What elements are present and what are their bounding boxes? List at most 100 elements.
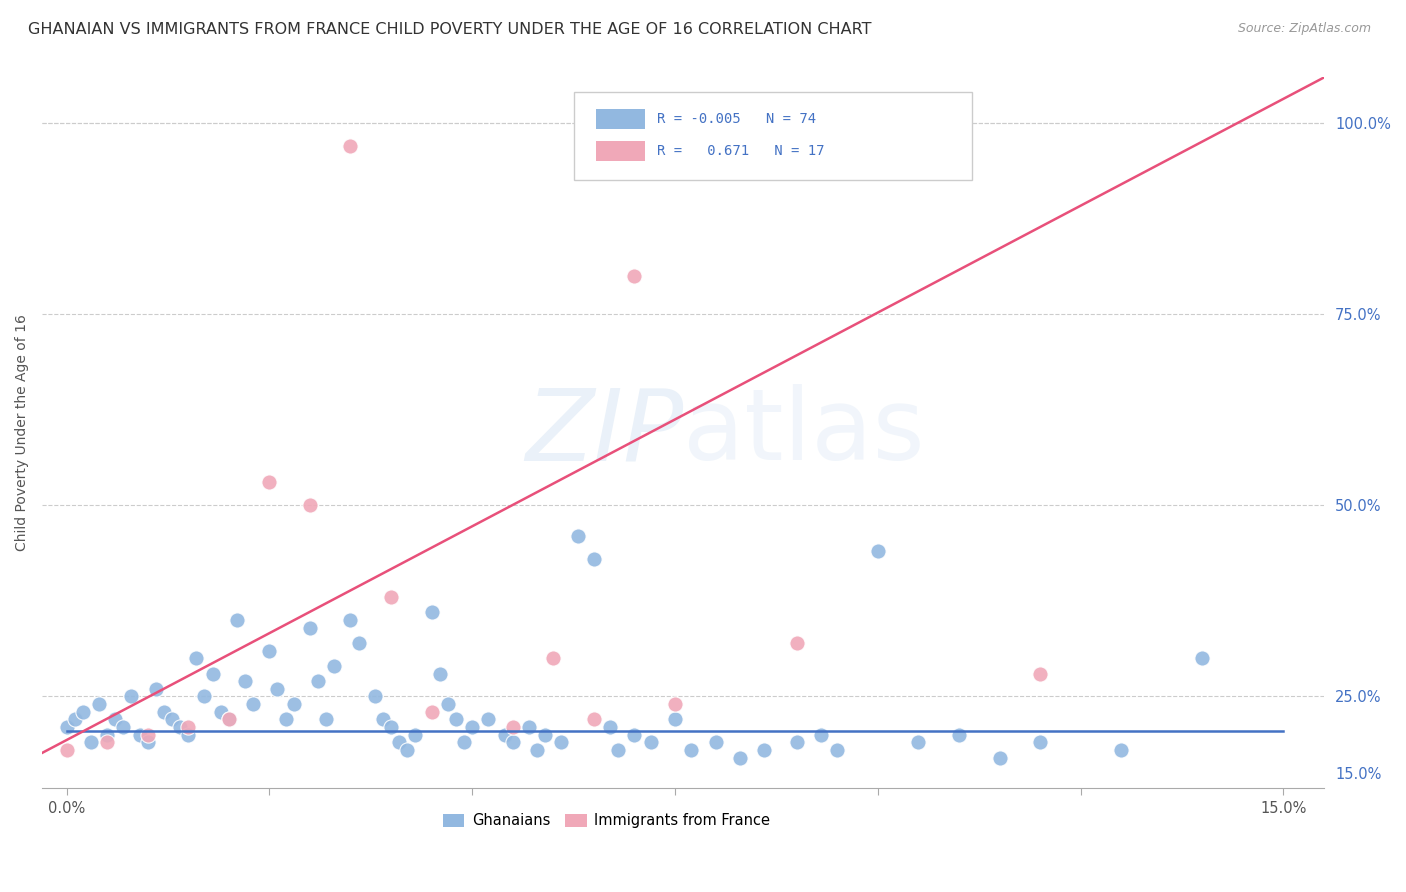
- Point: [96, 728, 118, 742]
- Point: [96, 735, 118, 749]
- Point: [128, 728, 150, 742]
- Point: [534, 728, 557, 742]
- Point: [704, 735, 727, 749]
- Point: [664, 697, 686, 711]
- Point: [55, 743, 77, 757]
- Point: [550, 735, 572, 749]
- Point: [396, 743, 419, 757]
- Text: atlas: atlas: [683, 384, 925, 482]
- Point: [259, 643, 281, 657]
- Point: [160, 712, 183, 726]
- Point: [453, 735, 475, 749]
- Point: [437, 697, 460, 711]
- Point: [201, 666, 224, 681]
- Point: [543, 651, 565, 665]
- Point: [177, 728, 200, 742]
- Point: [825, 743, 848, 757]
- Point: [810, 728, 832, 742]
- Point: [218, 712, 240, 726]
- Point: [907, 735, 929, 749]
- Point: [153, 705, 176, 719]
- Point: [193, 690, 215, 704]
- Point: [80, 735, 103, 749]
- Point: [233, 674, 256, 689]
- Point: [623, 728, 645, 742]
- Point: [640, 735, 662, 749]
- Point: [380, 590, 402, 604]
- Point: [136, 735, 159, 749]
- Point: [623, 269, 645, 284]
- Point: [298, 621, 321, 635]
- Point: [948, 728, 970, 742]
- Point: [582, 712, 605, 726]
- Point: [274, 712, 297, 726]
- Point: [754, 743, 776, 757]
- Point: [567, 529, 589, 543]
- Point: [339, 139, 361, 153]
- Bar: [596, 141, 644, 161]
- Text: ZIP: ZIP: [524, 384, 683, 482]
- Point: [347, 636, 370, 650]
- Point: [218, 712, 240, 726]
- Point: [988, 750, 1011, 764]
- Point: [283, 697, 305, 711]
- Point: [339, 613, 361, 627]
- Point: [429, 666, 451, 681]
- Point: [298, 499, 321, 513]
- Point: [502, 720, 524, 734]
- Point: [136, 728, 159, 742]
- Point: [388, 735, 411, 749]
- Point: [209, 705, 232, 719]
- Point: [866, 544, 889, 558]
- Point: [87, 697, 110, 711]
- Point: [169, 720, 191, 734]
- Point: [380, 720, 402, 734]
- Point: [364, 690, 387, 704]
- Point: [104, 712, 127, 726]
- Bar: [596, 110, 644, 129]
- Point: [404, 728, 426, 742]
- Point: [266, 681, 288, 696]
- Point: [420, 606, 443, 620]
- Point: [72, 705, 94, 719]
- Point: [259, 475, 281, 490]
- Point: [664, 712, 686, 726]
- Point: [502, 735, 524, 749]
- Point: [461, 720, 484, 734]
- Point: [120, 690, 142, 704]
- Point: [728, 750, 751, 764]
- Point: [477, 712, 499, 726]
- Point: [599, 720, 621, 734]
- Point: [681, 743, 703, 757]
- Point: [242, 697, 264, 711]
- Legend: Ghanaians, Immigrants from France: Ghanaians, Immigrants from France: [437, 807, 776, 834]
- Text: GHANAIAN VS IMMIGRANTS FROM FRANCE CHILD POVERTY UNDER THE AGE OF 16 CORRELATION: GHANAIAN VS IMMIGRANTS FROM FRANCE CHILD…: [28, 22, 872, 37]
- Point: [371, 712, 394, 726]
- Point: [582, 552, 605, 566]
- Point: [315, 712, 337, 726]
- Text: Source: ZipAtlas.com: Source: ZipAtlas.com: [1237, 22, 1371, 36]
- Point: [1191, 651, 1213, 665]
- Text: R =   0.671   N = 17: R = 0.671 N = 17: [658, 144, 825, 158]
- Point: [786, 735, 808, 749]
- Point: [63, 712, 86, 726]
- FancyBboxPatch shape: [574, 92, 972, 180]
- Point: [145, 681, 167, 696]
- Point: [55, 720, 77, 734]
- Point: [323, 659, 346, 673]
- Point: [177, 720, 200, 734]
- Point: [225, 613, 247, 627]
- Point: [607, 743, 630, 757]
- Point: [1029, 735, 1052, 749]
- Point: [307, 674, 329, 689]
- Point: [186, 651, 208, 665]
- Point: [420, 705, 443, 719]
- Text: R = -0.005   N = 74: R = -0.005 N = 74: [658, 112, 817, 127]
- Point: [494, 728, 516, 742]
- Point: [444, 712, 467, 726]
- Point: [1109, 743, 1132, 757]
- Y-axis label: Child Poverty Under the Age of 16: Child Poverty Under the Age of 16: [15, 314, 30, 551]
- Point: [1029, 666, 1052, 681]
- Point: [526, 743, 548, 757]
- Point: [786, 636, 808, 650]
